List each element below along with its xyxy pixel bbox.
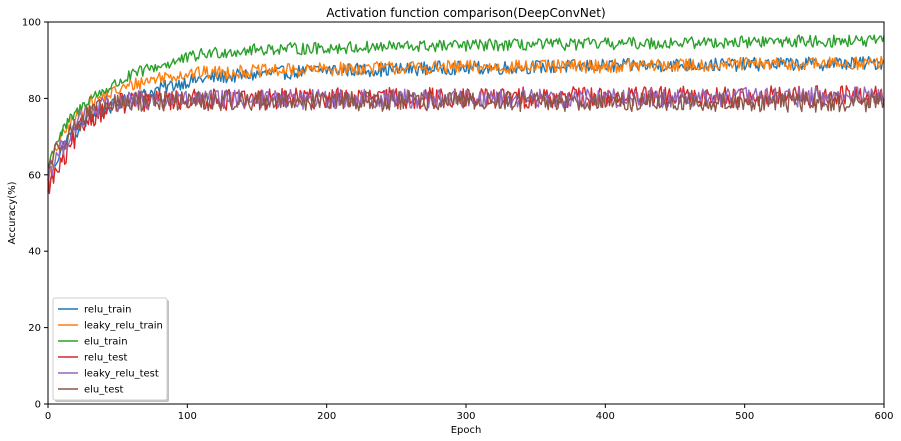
y-tick-label: 60	[28, 170, 41, 181]
series-line-elu-test	[47, 90, 885, 169]
legend-label: leaky_relu_test	[84, 369, 159, 380]
legend: relu_train leaky_relu_train elu_train relu_…	[52, 297, 169, 402]
series-line-elu-train	[47, 34, 885, 168]
legend-label: elu_test	[84, 385, 124, 396]
y-tick-label: 80	[28, 94, 41, 105]
series-line-leaky-relu-train	[47, 55, 885, 192]
legend-label: relu_train	[84, 305, 131, 316]
plot-area	[47, 34, 885, 195]
x-tick-label: 500	[735, 411, 754, 422]
y-tick-label: 20	[28, 323, 41, 334]
y-tick-label: 0	[35, 400, 41, 411]
x-tick-label: 600	[874, 411, 893, 422]
x-tick-label: 0	[45, 411, 51, 422]
legend-label: leaky_relu_train	[84, 321, 163, 332]
x-tick-label: 300	[456, 411, 475, 422]
y-tick-label: 40	[28, 247, 41, 258]
y-tick-label: 100	[22, 18, 41, 29]
plot-frame	[47, 21, 885, 405]
axis-ticks: 0 100 200 300 400 500 600 0 20 40 60 80 100	[22, 18, 894, 423]
x-tick-label: 100	[178, 411, 197, 422]
x-tick-label: 200	[317, 411, 336, 422]
legend-label: elu_train	[84, 337, 128, 348]
series-line-relu-train	[47, 55, 885, 193]
chart-title: Activation function comparison(DeepConvN…	[326, 6, 605, 20]
x-tick-label: 400	[596, 411, 615, 422]
legend-label: relu_test	[84, 353, 127, 364]
x-axis-label: Epoch	[451, 425, 482, 436]
legend-box	[52, 297, 168, 401]
y-axis-label: Accuracy(%)	[7, 181, 18, 244]
